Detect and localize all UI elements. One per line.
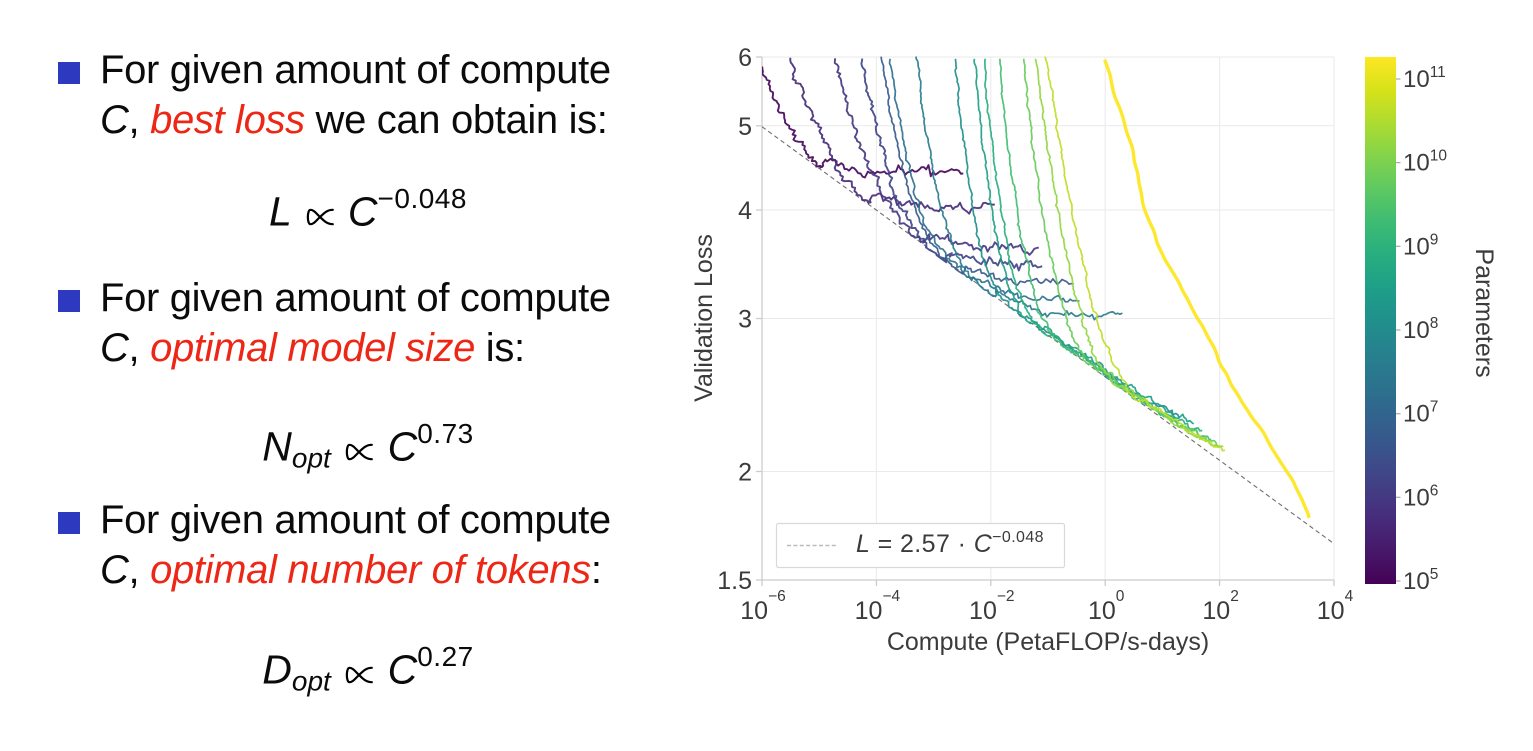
- svg-text:100: 100: [1088, 588, 1125, 625]
- svg-text:108: 108: [1403, 315, 1438, 344]
- svg-text:10−4: 10−4: [855, 588, 901, 625]
- svg-text:Validation Loss: Validation Loss: [690, 234, 718, 402]
- svg-text:1011: 1011: [1403, 64, 1446, 93]
- svg-text:2: 2: [738, 459, 752, 487]
- svg-text:1.5: 1.5: [717, 567, 752, 595]
- svg-text:Parameters: Parameters: [1470, 248, 1498, 377]
- svg-text:106: 106: [1403, 482, 1438, 511]
- svg-text:105: 105: [1403, 566, 1438, 595]
- svg-text:1010: 1010: [1403, 148, 1447, 177]
- svg-text:4: 4: [738, 197, 752, 225]
- svg-text:Compute (PetaFLOP/s-days): Compute (PetaFLOP/s-days): [887, 628, 1209, 656]
- svg-text:6: 6: [738, 44, 752, 72]
- svg-text:102: 102: [1202, 588, 1238, 625]
- svg-text:5: 5: [738, 113, 752, 141]
- svg-text:104: 104: [1317, 588, 1354, 625]
- svg-text:109: 109: [1403, 231, 1438, 260]
- svg-text:3: 3: [738, 306, 752, 334]
- svg-text:107: 107: [1403, 399, 1438, 428]
- svg-text:10−2: 10−2: [969, 588, 1015, 625]
